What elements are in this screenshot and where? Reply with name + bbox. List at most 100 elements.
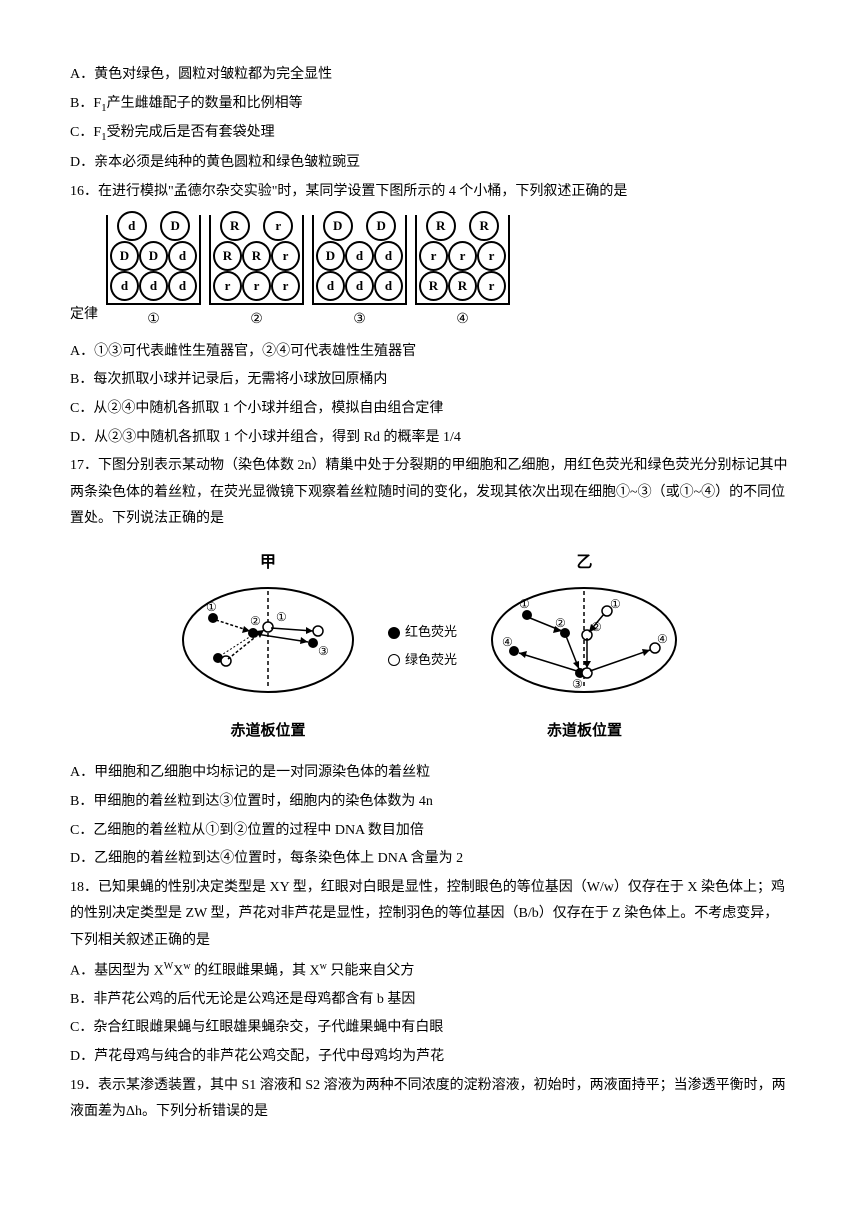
svg-text:③: ③ — [572, 677, 583, 691]
q18-opt-b: B．非芦花公鸡的后代无论是公鸡还是母鸡都含有 b 基因 — [70, 987, 790, 1014]
cell-jia-svg: ① ② ③ ① — [178, 583, 358, 698]
bucket-label: ③ — [312, 307, 407, 334]
cell-bottom-label: 赤道板位置 — [487, 717, 682, 746]
q18-opt-d: D．芦花母鸡与纯合的非芦花公鸡交配，子代中母鸡均为芦花 — [70, 1044, 790, 1071]
bucket: dddDDddD① — [106, 215, 201, 334]
svg-text:②: ② — [555, 616, 566, 630]
legend: 红色荧光 绿色荧光 — [388, 617, 457, 675]
bucket-label: ④ — [415, 307, 510, 334]
svg-text:①: ① — [519, 597, 530, 611]
ball: r — [448, 241, 477, 271]
cell-yi-svg: ① ② ③ ④ ① ② ④ — [487, 583, 682, 698]
q18-stem: 18．已知果蝇的性别决定类型是 XY 型，红眼对白眼是显性，控制眼色的等位基因（… — [70, 875, 790, 955]
svg-text:③: ③ — [318, 644, 329, 658]
ball: R — [448, 271, 477, 301]
ball: D — [160, 211, 190, 241]
svg-text:④: ④ — [657, 632, 668, 646]
bucket: rrrRRrRr② — [209, 215, 304, 334]
ball: R — [220, 211, 250, 241]
legend-dot-filled — [388, 627, 400, 639]
ball: R — [419, 271, 448, 301]
ball: d — [316, 271, 345, 301]
legend-dot-open — [388, 654, 400, 666]
q15-opt-d: D．亲本必须是纯种的黄色圆粒和绿色皱粒豌豆 — [70, 150, 790, 177]
q15-opt-b: B．F1产生雌雄配子的数量和比例相等 — [70, 91, 790, 119]
ball: r — [263, 211, 293, 241]
bucket-label: ② — [209, 307, 304, 334]
ball: d — [110, 271, 139, 301]
bucket: dddDddDD③ — [312, 215, 407, 334]
q16-opt-c: C．从②④中随机各抓取 1 个小球并组合，模拟自由组合定律 — [70, 396, 790, 423]
cell-label: 甲 — [178, 548, 358, 578]
text: A．基因型为 X — [70, 963, 164, 978]
q18-opt-a: A．基因型为 XWXw 的红眼雌果蝇，其 Xw 只能来自父方 — [70, 957, 790, 985]
svg-text:②: ② — [250, 614, 261, 628]
ball: r — [242, 271, 271, 301]
ball: D — [366, 211, 396, 241]
q18-opt-c: C．杂合红眼雌果蝇与红眼雄果蝇杂交，子代雌果蝇中有白眼 — [70, 1015, 790, 1042]
q17-opt-c: C．乙细胞的着丝粒从①到②位置的过程中 DNA 数目加倍 — [70, 818, 790, 845]
text: 的红眼雌果蝇，其 X — [191, 963, 320, 978]
text: X — [173, 963, 183, 978]
legend-text: 红色荧光 — [405, 620, 457, 645]
q17-opt-a: A．甲细胞和乙细胞中均标记的是一对同源染色体的着丝粒 — [70, 760, 790, 787]
cell-bottom-label: 赤道板位置 — [178, 717, 358, 746]
text: 产生雌雄配子的数量和比例相等 — [107, 96, 303, 111]
q16-opt-b: B．每次抓取小球并记录后，无需将小球放回原桶内 — [70, 367, 790, 394]
ball: d — [345, 271, 374, 301]
ball: R — [213, 241, 242, 271]
q16-opt-a: A．①③可代表雌性生殖器官，②④可代表雄性生殖器官 — [70, 339, 790, 366]
bucket: RRrrrrRR④ — [415, 215, 510, 334]
ball: r — [477, 241, 506, 271]
ball: r — [271, 241, 300, 271]
cell-label: 乙 — [487, 548, 682, 578]
ball: R — [426, 211, 456, 241]
legend-text: 绿色荧光 — [405, 648, 457, 673]
text: C．F — [70, 125, 101, 140]
cell-yi: 乙 — [487, 548, 682, 745]
svg-text:①: ① — [610, 597, 621, 611]
ball: D — [110, 241, 139, 271]
svg-text:②: ② — [591, 620, 602, 634]
q19-stem: 19．表示某渗透装置，其中 S1 溶液和 S2 溶液为两种不同浓度的淀粉溶液，初… — [70, 1073, 790, 1126]
cell-jia: 甲 ① ② ③ ① — [178, 548, 358, 745]
q16-opt-d: D．从②③中随机各抓取 1 个小球并组合，得到 Rd 的概率是 1/4 — [70, 425, 790, 452]
svg-text:①: ① — [276, 610, 287, 624]
ball: D — [139, 241, 168, 271]
q17-stem: 17．下图分别表示某动物（染色体数 2n）精巢中处于分裂期的甲细胞和乙细胞，用红… — [70, 453, 790, 533]
ball: r — [477, 271, 506, 301]
ball: d — [374, 241, 403, 271]
ball: d — [168, 241, 197, 271]
ball: r — [213, 271, 242, 301]
ball: d — [168, 271, 197, 301]
clip-text: 定律 — [70, 302, 98, 329]
text: 受粉完成后是否有套袋处理 — [107, 125, 275, 140]
text: 只能来自父方 — [327, 963, 415, 978]
legend-red: 红色荧光 — [388, 620, 457, 645]
ball: d — [345, 241, 374, 271]
sup: W — [164, 961, 173, 972]
ball: d — [117, 211, 147, 241]
q16-stem: 16．在进行模拟"孟德尔杂交实验"时，某同学设置下图所示的 4 个小桶，下列叙述… — [70, 179, 790, 206]
text: B．F — [70, 96, 101, 111]
bucket-label: ① — [106, 307, 201, 334]
ball: d — [374, 271, 403, 301]
sup: w — [183, 961, 190, 972]
ball: r — [271, 271, 300, 301]
ball: D — [316, 241, 345, 271]
cell-figure: 甲 ① ② ③ ① — [70, 548, 790, 745]
ball: r — [419, 241, 448, 271]
svg-text:④: ④ — [502, 635, 513, 649]
q17-opt-d: D．乙细胞的着丝粒到达④位置时，每条染色体上 DNA 含量为 2 — [70, 846, 790, 873]
q15-opt-c: C．F1受粉完成后是否有套袋处理 — [70, 120, 790, 148]
ball: R — [242, 241, 271, 271]
ball: R — [469, 211, 499, 241]
ball: D — [323, 211, 353, 241]
ball: d — [139, 271, 168, 301]
q15-opt-a: A．黄色对绿色，圆粒对皱粒都为完全显性 — [70, 62, 790, 89]
legend-green: 绿色荧光 — [388, 648, 457, 673]
sup: w — [320, 961, 327, 972]
bucket-figure: 定律 dddDDddD①rrrRRrRr②dddDddDD③RRrrrrRR④ — [70, 215, 790, 334]
svg-text:①: ① — [206, 600, 217, 614]
q17-opt-b: B．甲细胞的着丝粒到达③位置时，细胞内的染色体数为 4n — [70, 789, 790, 816]
